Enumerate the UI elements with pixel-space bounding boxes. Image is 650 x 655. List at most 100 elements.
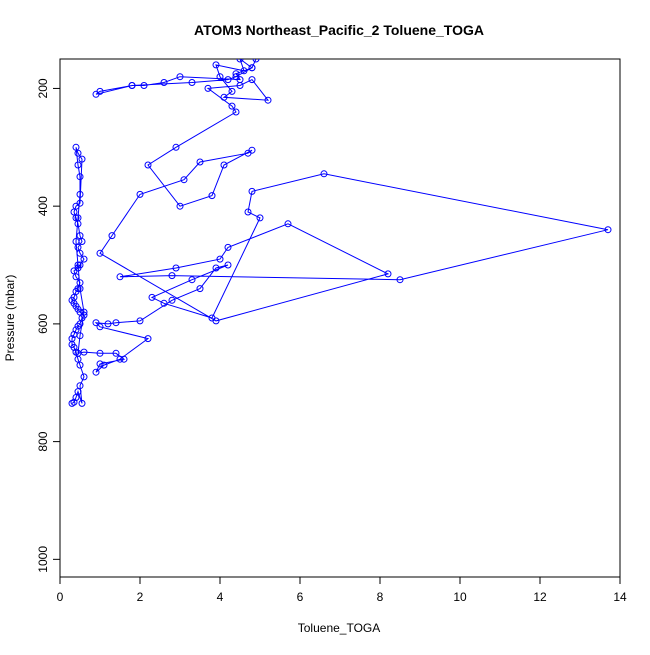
x-tick-label: 0 — [57, 590, 64, 604]
data-point — [604, 226, 612, 234]
data-point — [172, 264, 180, 272]
x-tick-label: 6 — [297, 590, 304, 604]
y-tick-label: 200 — [36, 78, 50, 98]
x-tick-label: 4 — [217, 590, 224, 604]
data-point — [96, 87, 104, 95]
data-point — [108, 232, 116, 240]
data-point — [220, 161, 228, 169]
data-point — [80, 308, 88, 316]
y-tick-label: 800 — [36, 431, 50, 451]
data-point — [76, 332, 84, 340]
data-point — [72, 394, 80, 401]
data-point — [76, 382, 84, 390]
series-0 — [68, 59, 612, 407]
data-point — [74, 161, 82, 169]
data-point — [196, 285, 204, 293]
data-point — [74, 285, 82, 293]
data-point — [76, 232, 84, 240]
data-point — [136, 317, 144, 325]
data-point — [228, 87, 236, 95]
data-point — [68, 335, 76, 343]
data-point — [232, 73, 240, 81]
data-point — [196, 158, 204, 166]
data-point — [76, 249, 84, 257]
data-point — [96, 349, 104, 357]
data-point — [240, 67, 248, 75]
data-point — [148, 293, 156, 301]
data-point — [168, 296, 176, 304]
data-point — [140, 82, 148, 89]
data-point — [96, 360, 104, 368]
data-point — [188, 276, 196, 284]
data-point — [74, 388, 82, 396]
data-point — [120, 355, 128, 363]
y-tick-label: 400 — [36, 196, 50, 216]
data-point — [128, 82, 136, 89]
data-point — [228, 102, 236, 110]
data-point — [74, 322, 82, 330]
data-point — [72, 238, 80, 245]
data-point — [74, 214, 82, 222]
data-point — [76, 361, 84, 369]
data-point — [212, 61, 220, 69]
data-point — [72, 214, 80, 222]
data-point — [96, 323, 104, 331]
data-point — [384, 270, 392, 278]
data-point — [76, 261, 84, 269]
data-point — [236, 59, 244, 63]
data-point — [72, 143, 80, 151]
data-point — [216, 255, 224, 263]
data-point — [80, 348, 88, 356]
data-point — [116, 355, 124, 363]
data-point — [104, 320, 112, 328]
data-point — [168, 272, 176, 280]
data-point — [212, 264, 220, 272]
series-line — [71, 59, 609, 404]
data-point — [320, 170, 328, 178]
data-point — [208, 192, 216, 200]
data-point — [248, 76, 256, 84]
y-axis: 200 400 600 800 1000 — [36, 78, 61, 573]
data-point — [248, 64, 256, 72]
data-point — [70, 293, 78, 301]
data-point — [220, 93, 228, 101]
data-point — [172, 143, 180, 151]
chart-title: ATOM3 Northeast_Pacific_2 Toluene_TOGA — [194, 22, 484, 38]
data-point — [396, 276, 404, 284]
x-axis: 0 2 4 6 8 10 12 14 — [57, 576, 627, 604]
data-point — [92, 319, 100, 327]
x-tick-label: 8 — [377, 590, 384, 604]
data-point — [72, 273, 80, 281]
data-point — [160, 299, 168, 307]
data-point — [72, 326, 80, 334]
data-point — [80, 255, 88, 263]
y-tick-label: 1000 — [36, 546, 50, 573]
data-point — [100, 361, 108, 369]
data-point — [78, 399, 86, 407]
x-tick-label: 12 — [533, 590, 547, 604]
data-point — [144, 161, 152, 169]
x-tick-label: 2 — [137, 590, 144, 604]
data-point — [116, 273, 124, 281]
data-point — [76, 285, 84, 293]
y-axis-label: Pressure (mbar) — [3, 275, 17, 362]
data-point — [74, 243, 82, 251]
x-axis-label: Toluene_TOGA — [298, 621, 381, 635]
data-point — [224, 243, 232, 251]
data-point — [224, 261, 232, 269]
data-point — [224, 76, 232, 84]
data-point — [78, 155, 86, 163]
data-point — [188, 79, 196, 86]
y-tick-label: 600 — [36, 314, 50, 334]
x-tick-label: 14 — [613, 590, 627, 604]
data-point — [232, 70, 240, 78]
data-point — [232, 108, 240, 116]
data-point — [76, 173, 84, 181]
data-point — [80, 373, 88, 381]
data-point — [92, 368, 100, 376]
data-point — [136, 190, 144, 198]
data-point — [204, 84, 212, 92]
data-point — [74, 261, 82, 269]
data-point — [180, 176, 188, 184]
